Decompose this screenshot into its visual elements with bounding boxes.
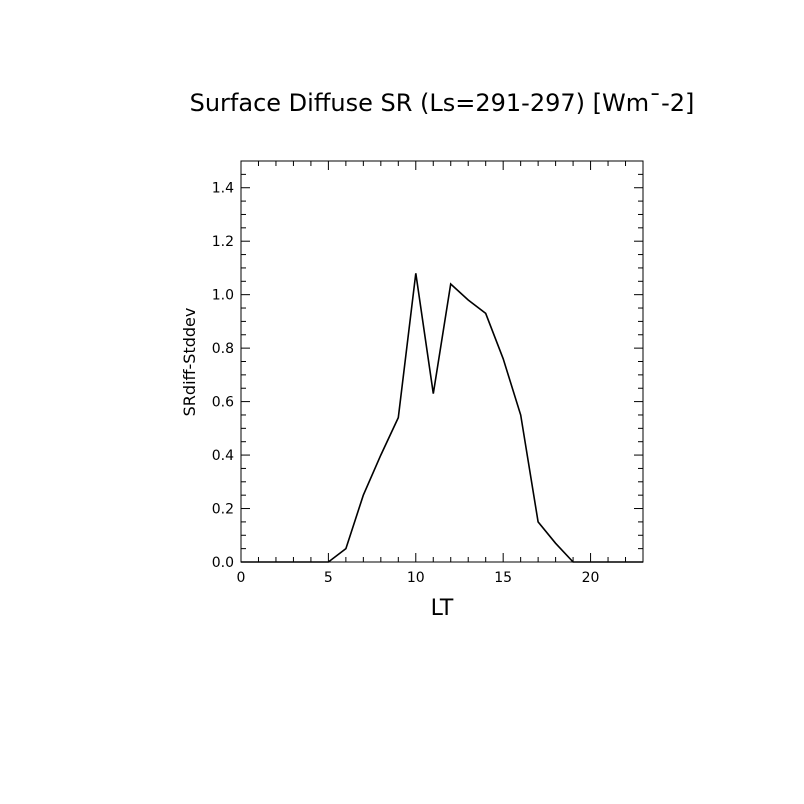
x-tick-label: 15: [494, 570, 512, 586]
y-tick-label: 0.8: [212, 341, 234, 357]
x-tick-label: 0: [237, 570, 246, 586]
x-axis-label: LT: [431, 596, 454, 621]
y-tick-label: 0.4: [212, 448, 234, 464]
x-tick-label: 10: [407, 570, 425, 586]
y-tick-label: 1.2: [212, 234, 234, 250]
y-tick-label: 0.0: [212, 555, 234, 571]
y-axis-label: SRdiff-Stddev: [180, 308, 199, 417]
y-tick-label: 1.0: [212, 288, 234, 304]
chart-title: Surface Diffuse SR (Ls=291-297) [Wm¯-2]: [190, 89, 695, 117]
plot-frame: [240, 160, 644, 563]
series-line: [241, 273, 643, 563]
y-tick-label: 0.6: [212, 395, 234, 411]
plot-area: 0 5 10 15 20 0.0 0.2 0.4 0.6 0.8 1.0 1.2 1.4: [212, 160, 644, 586]
y-tick-label: 0.2: [212, 502, 234, 518]
x-tick-label: 20: [582, 570, 600, 586]
y-tick-label: 1.4: [212, 181, 234, 197]
x-tick-label: 5: [324, 570, 333, 586]
